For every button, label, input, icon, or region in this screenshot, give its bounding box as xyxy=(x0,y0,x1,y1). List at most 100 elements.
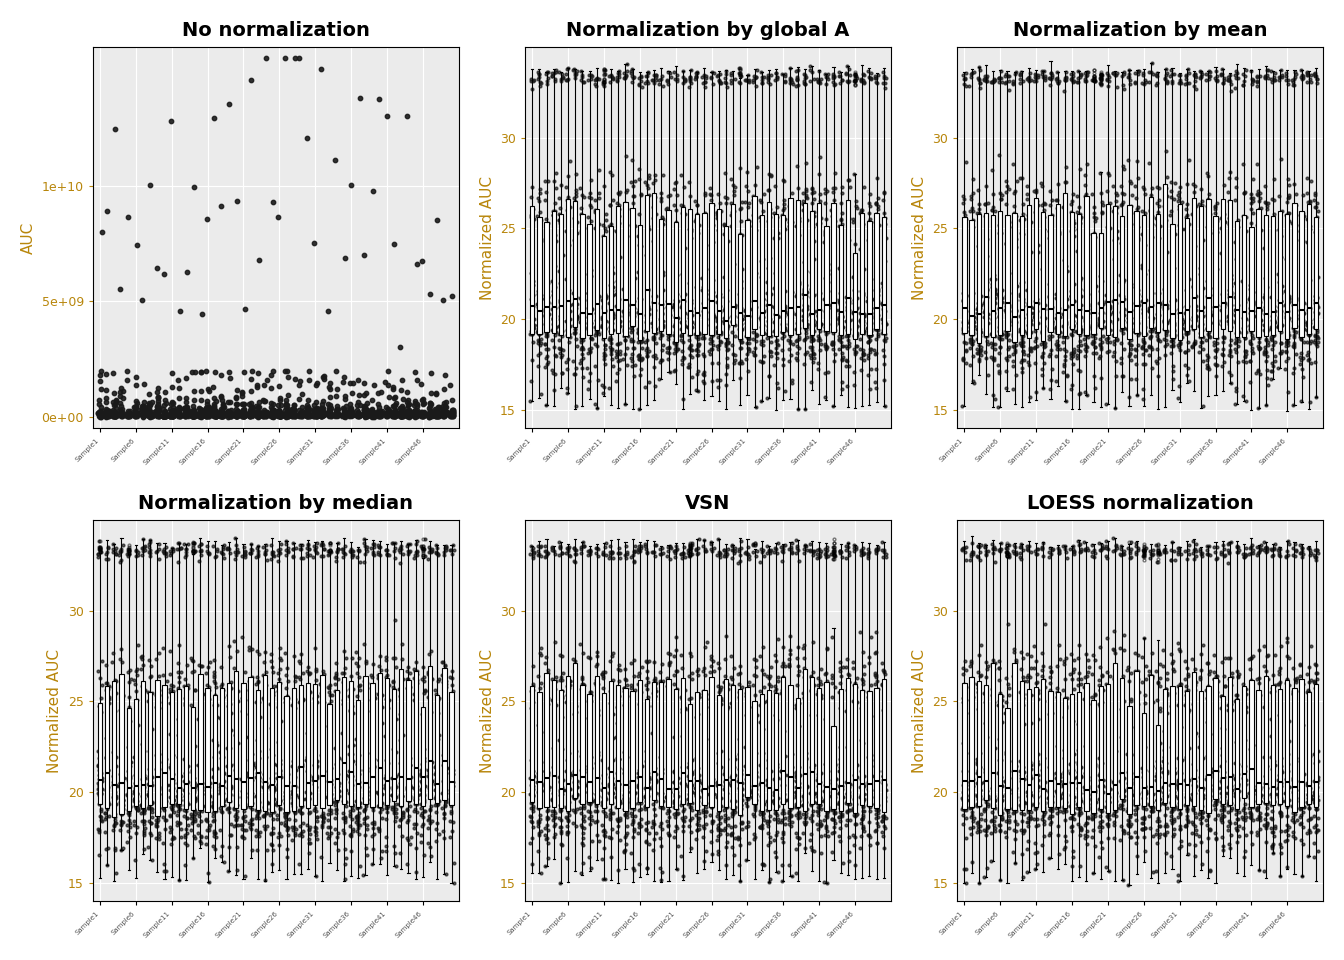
Point xyxy=(1169,540,1191,555)
Point xyxy=(581,330,602,346)
Point xyxy=(191,306,212,322)
Point xyxy=(1214,70,1235,85)
Point xyxy=(521,316,543,331)
Point xyxy=(867,763,888,779)
Point xyxy=(738,551,759,566)
Point xyxy=(829,809,851,825)
Point xyxy=(1212,839,1234,854)
Point xyxy=(566,300,587,315)
Point xyxy=(282,785,304,801)
Point xyxy=(1293,766,1314,781)
Point xyxy=(523,545,544,561)
Point xyxy=(536,543,558,559)
Point xyxy=(828,828,849,844)
Point xyxy=(995,324,1016,339)
Point xyxy=(644,302,665,318)
Point xyxy=(773,174,794,189)
Point xyxy=(817,804,839,819)
Point xyxy=(1226,331,1247,347)
Point xyxy=(1082,538,1103,553)
Point xyxy=(267,765,289,780)
Point xyxy=(341,650,363,665)
Point xyxy=(1011,805,1032,821)
Point xyxy=(663,64,684,80)
Point xyxy=(390,409,411,424)
Point xyxy=(976,290,997,305)
Point xyxy=(628,334,649,349)
Point xyxy=(263,782,285,798)
Point xyxy=(1134,785,1156,801)
PathPatch shape xyxy=(1235,221,1239,337)
Point xyxy=(442,407,464,422)
Point xyxy=(598,785,620,801)
Point xyxy=(1078,787,1099,803)
Title: No normalization: No normalization xyxy=(181,21,370,39)
Point xyxy=(731,797,753,812)
Point xyxy=(552,772,574,787)
Point xyxy=(282,779,304,794)
Point xyxy=(1024,308,1046,324)
PathPatch shape xyxy=(1300,210,1304,337)
Point xyxy=(796,156,817,171)
Point xyxy=(1284,756,1305,771)
Point xyxy=(746,334,767,349)
Point xyxy=(343,797,364,812)
Point xyxy=(831,351,852,367)
Point xyxy=(700,834,722,850)
Point xyxy=(98,691,120,707)
Point xyxy=(223,819,245,834)
Point xyxy=(95,404,117,420)
Point xyxy=(1289,657,1310,672)
Point xyxy=(687,540,708,556)
Point xyxy=(1098,794,1120,809)
Point xyxy=(758,818,780,833)
Point xyxy=(1207,261,1228,276)
Point xyxy=(1103,323,1125,338)
Point xyxy=(851,204,872,220)
Point xyxy=(999,785,1020,801)
Point xyxy=(774,767,796,782)
Point xyxy=(974,773,996,788)
Point xyxy=(853,786,875,802)
Point xyxy=(593,767,614,782)
Point xyxy=(1300,356,1321,372)
Point xyxy=(253,667,274,683)
Point xyxy=(843,312,864,327)
Point xyxy=(442,404,464,420)
Point xyxy=(1206,69,1227,84)
Point xyxy=(867,198,888,213)
Point xyxy=(587,744,609,759)
Point xyxy=(1278,290,1300,305)
Point xyxy=(274,805,296,821)
Point xyxy=(328,536,349,551)
Point xyxy=(1011,301,1032,317)
Point xyxy=(1095,859,1117,875)
Point xyxy=(1097,330,1118,346)
Point xyxy=(1284,320,1305,335)
Point xyxy=(800,62,821,78)
Point xyxy=(800,684,821,699)
Point xyxy=(1183,309,1204,324)
Point xyxy=(269,407,290,422)
Point xyxy=(427,409,449,424)
Point xyxy=(190,789,211,804)
Point xyxy=(1082,804,1103,820)
Point xyxy=(859,814,880,829)
Point xyxy=(1214,785,1235,801)
Point xyxy=(1148,230,1169,246)
Point xyxy=(1257,817,1278,832)
Point xyxy=(857,650,879,665)
Point xyxy=(363,688,384,704)
Point xyxy=(333,643,355,659)
Point xyxy=(1206,783,1227,799)
Point xyxy=(87,785,109,801)
Point xyxy=(1141,229,1163,245)
Point xyxy=(160,409,181,424)
Point xyxy=(391,408,413,423)
Point xyxy=(809,285,831,300)
Point xyxy=(976,249,997,264)
Point xyxy=(634,793,656,808)
Point xyxy=(132,792,153,807)
Point xyxy=(579,546,601,562)
Point xyxy=(737,300,758,316)
